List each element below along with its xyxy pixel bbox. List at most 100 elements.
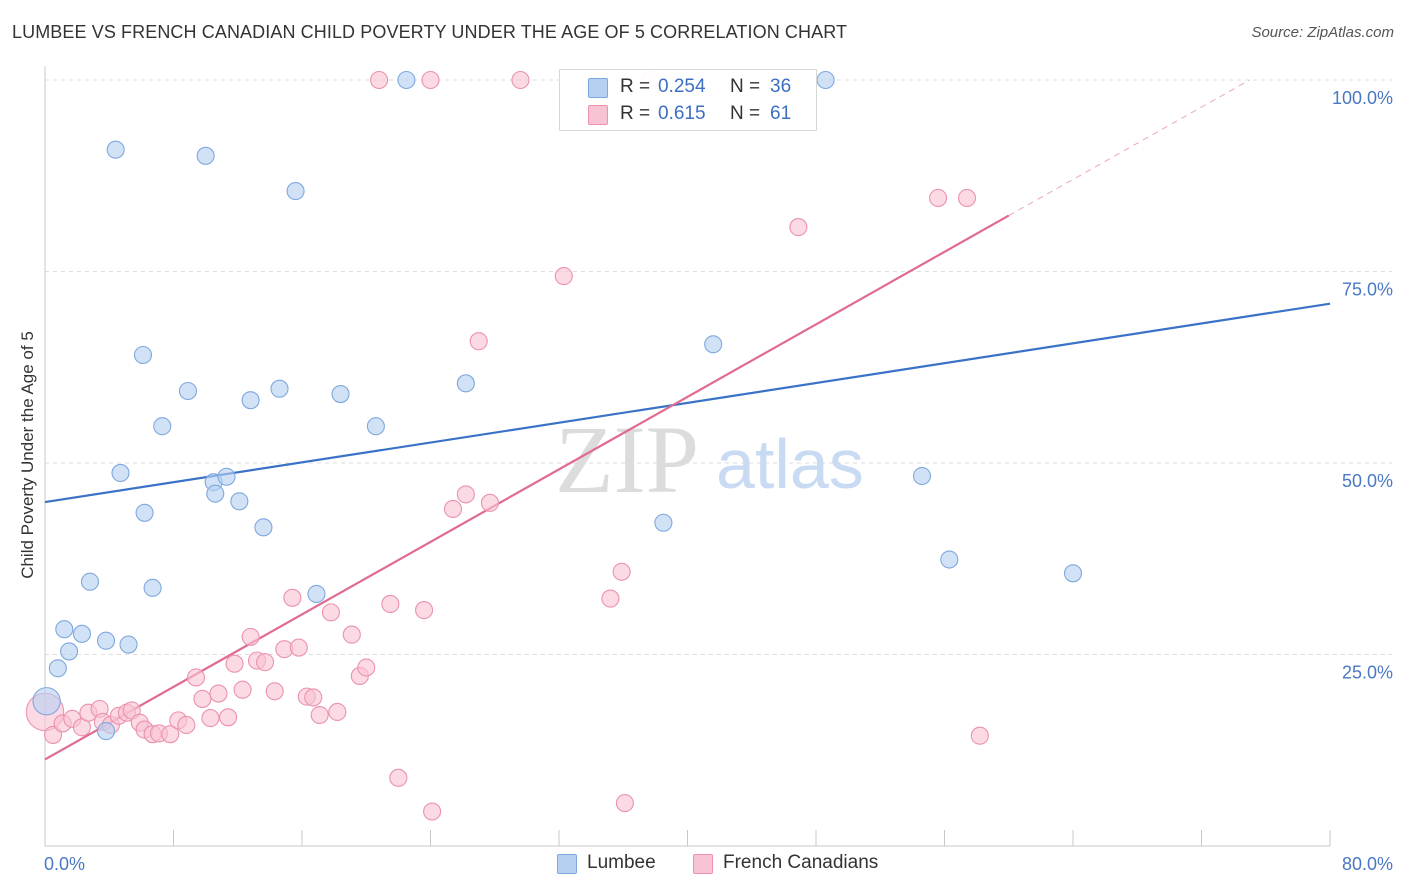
r-label: R =: [620, 76, 651, 97]
y-tick-label: 25.0%: [1342, 663, 1393, 683]
source-credit: Source: ZipAtlas.com: [1251, 24, 1394, 41]
lumbee-swatch: [557, 854, 577, 874]
y-tick-label: 75.0%: [1342, 280, 1393, 300]
watermark-zip: ZIP: [555, 406, 699, 513]
series-lumbee-points: [32, 70, 1083, 741]
french-canadians-swatch: [588, 105, 608, 125]
french-canadians-point: [469, 332, 488, 351]
lumbee-point: [286, 182, 305, 201]
lumbee-point: [111, 463, 130, 483]
lumbee-point: [96, 631, 116, 650]
lumbee-point: [331, 385, 350, 404]
french-canadians-point: [193, 689, 212, 708]
watermark: ZIP atlas: [555, 406, 864, 513]
correlation-legend: R = 0.254 N = 36 R = 0.615 N = 61: [559, 69, 817, 131]
x-tick-label: 0.0%: [44, 854, 85, 874]
watermark-atlas: atlas: [716, 425, 864, 503]
french-canadians-point: [421, 70, 440, 90]
r-value: 0.615: [658, 103, 706, 124]
legend-label-french-canadians: French Canadians: [723, 852, 879, 873]
series-legend: Lumbee French Canadians: [0, 852, 1406, 878]
lumbee-point: [48, 659, 67, 678]
french-canadians-point: [161, 725, 180, 744]
french-canadians-point: [304, 688, 323, 707]
french-canadians-point: [256, 653, 275, 672]
n-value: 36: [770, 76, 792, 97]
french-canadians-point: [615, 794, 634, 813]
french-canadians-point: [177, 715, 196, 735]
series-french-canadians-points: [25, 70, 989, 821]
french-canadians-trend-extension: [1008, 79, 1250, 217]
lumbee-point: [241, 391, 260, 410]
french-canadians-point: [328, 702, 347, 722]
lumbee-point: [206, 484, 225, 503]
french-canadians-point: [310, 705, 329, 725]
lumbee-point: [80, 572, 100, 591]
french-canadians-point: [357, 658, 376, 677]
lumbee-point: [60, 642, 79, 661]
x-tick-label: 80.0%: [1342, 854, 1393, 874]
y-tick-label: 100.0%: [1332, 88, 1393, 108]
french-canadians-point: [186, 668, 206, 687]
french-canadians-point: [415, 601, 434, 620]
lumbee-point: [816, 70, 835, 90]
n-label: N =: [730, 76, 761, 97]
lumbee-point: [704, 335, 723, 354]
lumbee-point: [143, 578, 162, 597]
tick-labels: 25.0% 50.0% 75.0% 100.0% 0.0% 80.0%: [44, 88, 1393, 874]
lumbee-point: [270, 379, 289, 398]
r-label: R =: [620, 103, 651, 124]
french-canadians-point: [209, 684, 228, 703]
lumbee-point: [230, 492, 249, 511]
lumbee-point: [196, 146, 215, 165]
lumbee-point: [135, 503, 154, 522]
legend-label-lumbee: Lumbee: [587, 852, 656, 873]
r-value: 0.254: [658, 76, 706, 97]
lumbee-point: [654, 513, 673, 532]
french-canadians-point: [970, 726, 989, 745]
french-canadians-point: [389, 768, 408, 787]
french-canadians-point: [225, 654, 244, 673]
lumbee-point: [456, 374, 475, 393]
lumbee-trend-line: [44, 302, 1331, 504]
grid-lines: [45, 79, 1392, 655]
legend-row-lumbee: R = 0.254 N = 36: [560, 74, 816, 100]
french-canadians-point: [265, 682, 284, 701]
lumbee-point: [96, 722, 116, 741]
trend-lines: [44, 79, 1331, 761]
lumbee-point: [217, 467, 236, 486]
lumbee-point: [397, 70, 416, 90]
lumbee-point: [307, 584, 326, 604]
lumbee-point: [55, 620, 74, 639]
french-canadians-point: [601, 589, 620, 608]
lumbee-point: [32, 687, 61, 716]
chart-title: LUMBEE VS FRENCH CANADIAN CHILD POVERTY …: [12, 22, 848, 42]
lumbee-point: [366, 417, 385, 436]
lumbee-point: [254, 518, 273, 537]
lumbee-point: [106, 140, 125, 159]
lumbee-point: [912, 466, 932, 486]
lumbee-swatch: [588, 78, 608, 98]
lumbee-point: [153, 417, 172, 436]
french-canadians-point: [342, 625, 361, 644]
lumbee-point: [72, 624, 91, 643]
french-canadians-point: [241, 627, 260, 646]
french-canadians-point: [219, 708, 238, 727]
french-canadians-point: [201, 709, 220, 728]
french-canadians-point: [233, 680, 252, 699]
french-canadians-trend-line: [44, 214, 1010, 761]
french-canadians-point: [289, 638, 308, 657]
french-canadians-point: [381, 594, 400, 613]
french-canadians-point: [321, 603, 340, 622]
lumbee-point: [178, 381, 198, 401]
french-canadians-point: [554, 267, 573, 286]
legend-row-french-canadians: R = 0.615 N = 61: [560, 101, 816, 127]
french-canadians-point: [370, 70, 389, 90]
french-canadians-point: [423, 802, 442, 821]
n-label: N =: [730, 103, 761, 124]
french-canadians-point: [957, 188, 977, 208]
french-canadians-point: [612, 562, 631, 581]
french-canadians-point: [789, 218, 808, 237]
french-canadians-point: [283, 588, 302, 607]
